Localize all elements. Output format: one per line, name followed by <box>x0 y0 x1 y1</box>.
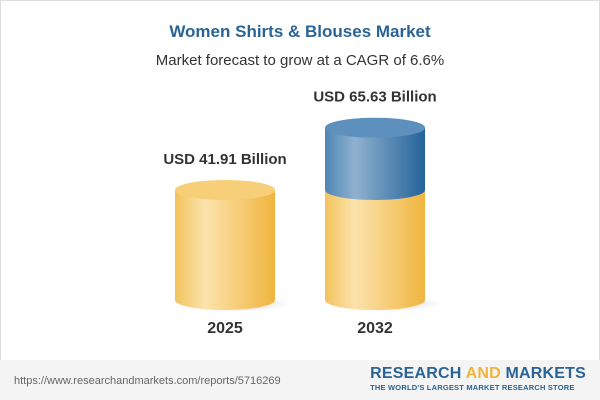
research-and-markets-logo: RESEARCH AND MARKETS THE WORLD'S LARGEST… <box>370 365 586 392</box>
category-label: 2025 <box>207 320 243 337</box>
cylinder-2025-body <box>175 190 275 310</box>
chart-title: Women Shirts & Blouses Market <box>169 22 431 41</box>
cylinder-2032-base-body <box>325 190 425 310</box>
cylinder-2032-growth-top <box>325 117 425 138</box>
cylinder-2025-top <box>175 180 275 200</box>
source-url[interactable]: https://www.researchandmarkets.com/repor… <box>14 375 281 387</box>
footer: https://www.researchandmarkets.com/repor… <box>0 360 600 400</box>
data-label: USD 41.91 Billion <box>163 151 286 168</box>
chart-subtitle: Market forecast to grow at a CAGR of 6.6… <box>155 52 445 69</box>
data-label: USD 65.63 Billion <box>313 89 436 106</box>
cylinder-chart: USD 41.91 Billion 2025 USD 65.63 Billion 20… <box>163 89 443 337</box>
category-label: 2032 <box>357 320 393 337</box>
cylinder-2032-growth-body <box>325 127 425 200</box>
